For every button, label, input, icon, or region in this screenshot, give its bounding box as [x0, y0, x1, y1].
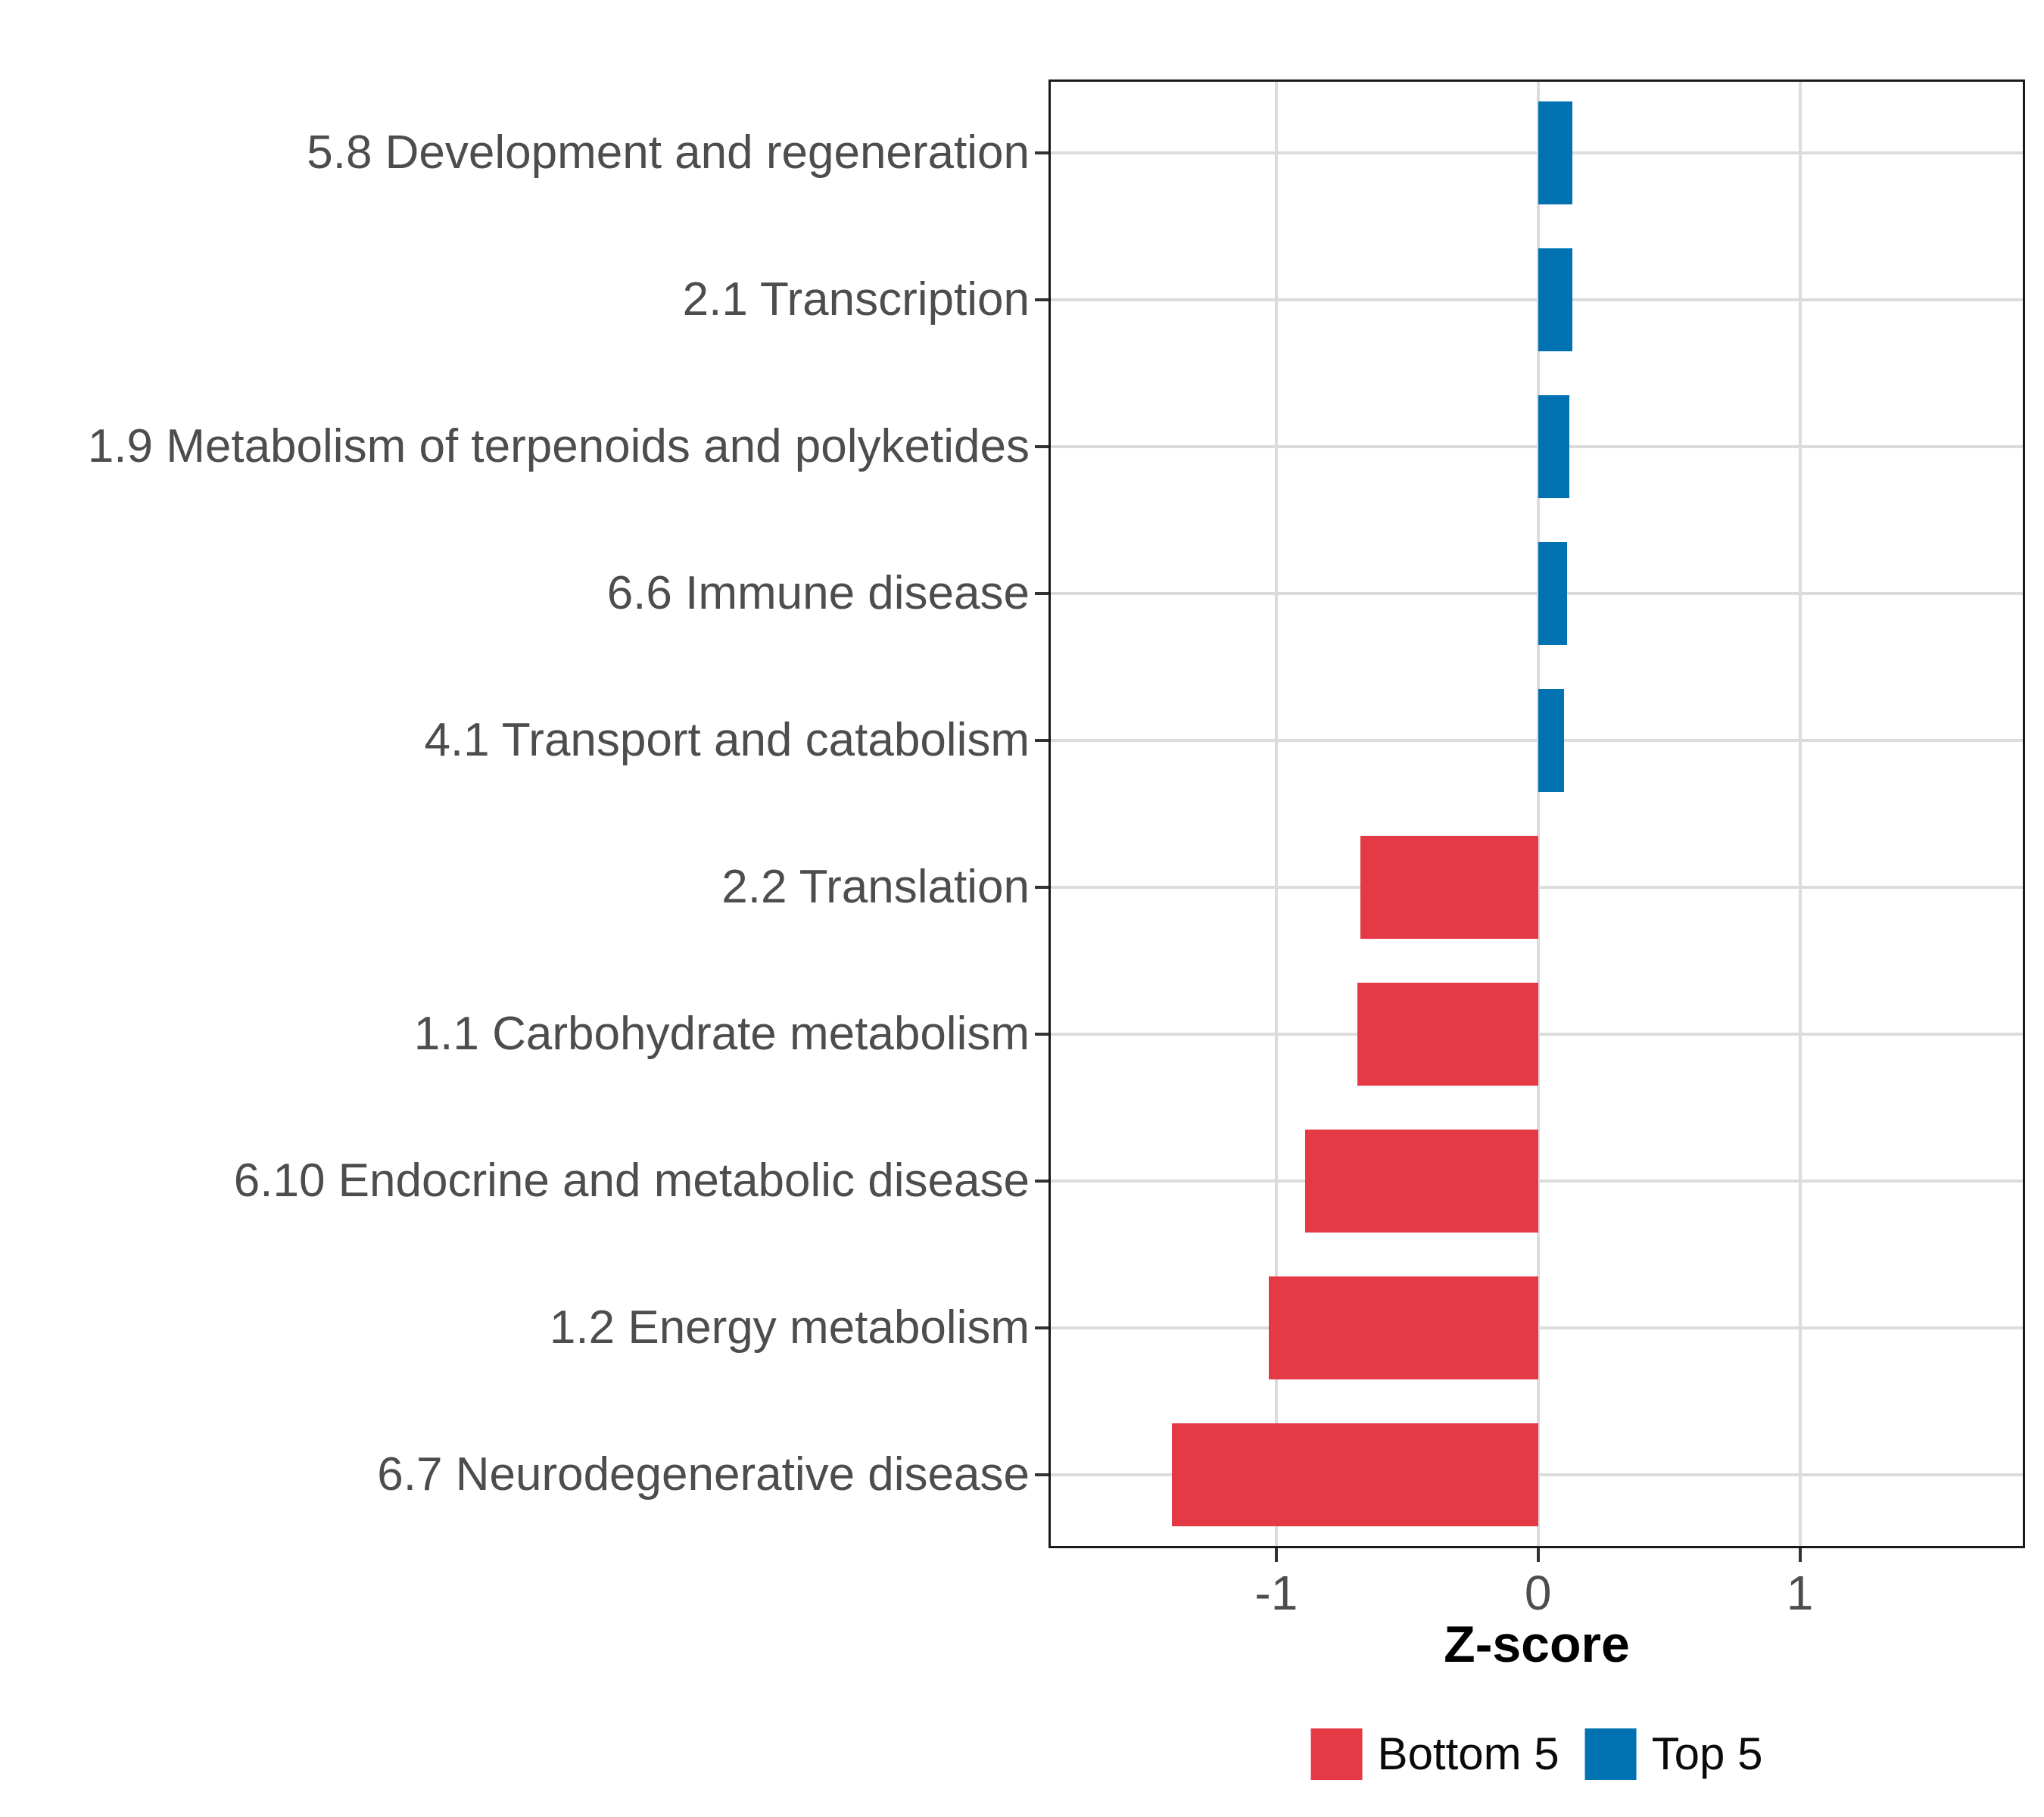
bar-positive: [1538, 542, 1567, 645]
bar-negative: [1360, 836, 1538, 939]
y-tick-label: 4.1 Transport and catabolism: [424, 714, 1030, 766]
bar-positive: [1538, 689, 1565, 792]
legend-entry: Top 5: [1584, 1728, 1763, 1780]
y-tick-label: 1.1 Carbohydrate metabolism: [413, 1008, 1030, 1060]
x-tick-label: -1: [1254, 1566, 1298, 1620]
y-gridline: [1051, 739, 2023, 742]
y-tick-label: 1.9 Metabolism of terpenoids and polyket…: [87, 420, 1030, 472]
y-tick-label: 6.10 Endocrine and metabolic disease: [233, 1155, 1030, 1207]
y-tick-label: 2.2 Translation: [721, 861, 1030, 913]
y-axis-tick: [1035, 592, 1048, 595]
x-axis-tick: [1536, 1548, 1540, 1562]
y-axis-tick: [1035, 1473, 1048, 1476]
bar-positive: [1538, 248, 1572, 351]
bar-negative: [1357, 983, 1538, 1086]
x-gridline: [1798, 82, 1802, 1546]
legend-key-swatch: [1310, 1728, 1363, 1780]
legend-label: Top 5: [1651, 1728, 1763, 1779]
bar-negative: [1171, 1423, 1538, 1526]
y-gridline: [1051, 445, 2023, 448]
x-axis-tick: [1274, 1548, 1278, 1562]
y-axis-tick: [1035, 151, 1048, 154]
x-axis-title: Z-score: [1444, 1616, 1630, 1673]
y-tick-label: 2.1 Transcription: [682, 273, 1030, 326]
y-tick-label: 1.2 Energy metabolism: [549, 1301, 1030, 1354]
y-axis-tick: [1035, 886, 1048, 889]
x-gridline: [1274, 82, 1278, 1546]
legend: Bottom 5 Top 5: [1310, 1728, 1763, 1780]
y-tick-label: 5.8 Development and regeneration: [307, 126, 1030, 179]
y-axis-tick: [1035, 445, 1048, 448]
y-axis-tick: [1035, 1033, 1048, 1036]
bar-positive: [1538, 101, 1572, 204]
bar-positive: [1538, 395, 1570, 498]
bar-negative: [1304, 1130, 1538, 1233]
legend-entry: Bottom 5: [1310, 1728, 1559, 1780]
x-tick-label: 1: [1786, 1566, 1814, 1620]
legend-label: Bottom 5: [1377, 1728, 1559, 1779]
y-gridline: [1051, 298, 2023, 301]
y-axis-tick: [1035, 1326, 1048, 1329]
y-axis-tick: [1035, 739, 1048, 742]
y-gridline: [1051, 592, 2023, 595]
x-axis-tick: [1798, 1548, 1802, 1562]
x-tick-label: 0: [1524, 1566, 1552, 1620]
y-tick-label: 6.6 Immune disease: [606, 567, 1030, 619]
y-gridline: [1051, 151, 2023, 154]
y-axis-tick: [1035, 298, 1048, 301]
plot-panel: [1048, 79, 2025, 1548]
x-gridline: [1536, 82, 1540, 1546]
legend-key-swatch: [1584, 1728, 1637, 1780]
bar-negative: [1268, 1276, 1538, 1379]
y-axis-tick: [1035, 1180, 1048, 1183]
y-tick-label: 6.7 Neurodegenerative disease: [377, 1448, 1030, 1501]
